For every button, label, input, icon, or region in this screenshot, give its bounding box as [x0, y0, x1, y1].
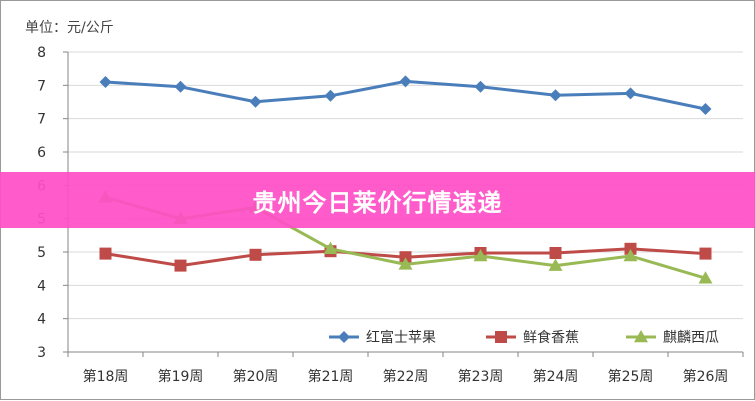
- data-point: [399, 75, 412, 88]
- title-banner: 贵州今日莱价行情速递: [0, 172, 755, 228]
- data-point: [174, 259, 187, 272]
- data-point: [623, 249, 638, 262]
- x-tick-label: 第23周: [458, 368, 504, 385]
- legend-marker: [338, 331, 350, 343]
- data-point: [624, 242, 637, 255]
- series-1: [99, 75, 712, 115]
- data-point: [323, 241, 338, 255]
- data-point: [399, 251, 412, 264]
- y-tick-label: 7: [37, 78, 46, 94]
- y-tick-label: 4: [37, 312, 46, 328]
- data-point: [548, 258, 563, 271]
- legend-label: 红富士苹果: [366, 329, 436, 346]
- legend: 红富士苹果 鲜食香蕉 麒麟西瓜: [329, 329, 719, 346]
- x-tick-label: 第24周: [533, 368, 579, 385]
- data-point: [174, 80, 187, 93]
- banner-title: 贵州今日莱价行情速递: [252, 188, 503, 217]
- x-tick-label: 第20周: [233, 368, 279, 385]
- x-axis-ticks: 第18周 第19周 第20周 第21周 第22周 第23周 第24周 第25周 第26周: [67, 352, 744, 385]
- legend-label: 鲜食香蕉: [523, 329, 579, 346]
- legend-item: 红富士苹果: [329, 329, 436, 346]
- y-tick-label: 6: [37, 145, 46, 161]
- data-point: [249, 95, 262, 108]
- data-point: [324, 89, 337, 102]
- unit-label: 单位：元/公斤: [25, 20, 114, 36]
- x-tick-label: 第19周: [158, 368, 204, 385]
- x-tick-label: 第25周: [608, 368, 654, 385]
- x-tick-label: 第22周: [383, 368, 429, 385]
- legend-label: 麒麟西瓜: [663, 330, 719, 346]
- data-point: [99, 247, 112, 260]
- x-tick-label: 第18周: [83, 368, 129, 385]
- y-tick-label: 8: [37, 45, 46, 61]
- data-point: [549, 247, 562, 259]
- data-point: [474, 80, 487, 93]
- x-tick-label: 第26周: [683, 368, 729, 385]
- data-point: [699, 103, 712, 115]
- data-point: [549, 89, 562, 102]
- series-lines: [98, 75, 713, 284]
- legend-marker: [634, 330, 648, 343]
- legend-item: 鲜食香蕉: [486, 329, 579, 346]
- legend-marker: [495, 331, 507, 343]
- y-tick-label: 7: [37, 112, 46, 128]
- data-point: [99, 76, 112, 88]
- data-point: [698, 271, 713, 284]
- y-tick-label: 3: [37, 345, 46, 361]
- x-tick-label: 第21周: [308, 368, 354, 385]
- y-tick-label: 5: [37, 245, 46, 261]
- data-point: [624, 87, 637, 100]
- data-point: [699, 247, 712, 260]
- y-tick-label: 4: [37, 278, 46, 294]
- data-point: [249, 248, 262, 261]
- legend-item: 麒麟西瓜: [626, 330, 719, 346]
- data-point: [473, 249, 488, 262]
- data-point: [398, 257, 413, 270]
